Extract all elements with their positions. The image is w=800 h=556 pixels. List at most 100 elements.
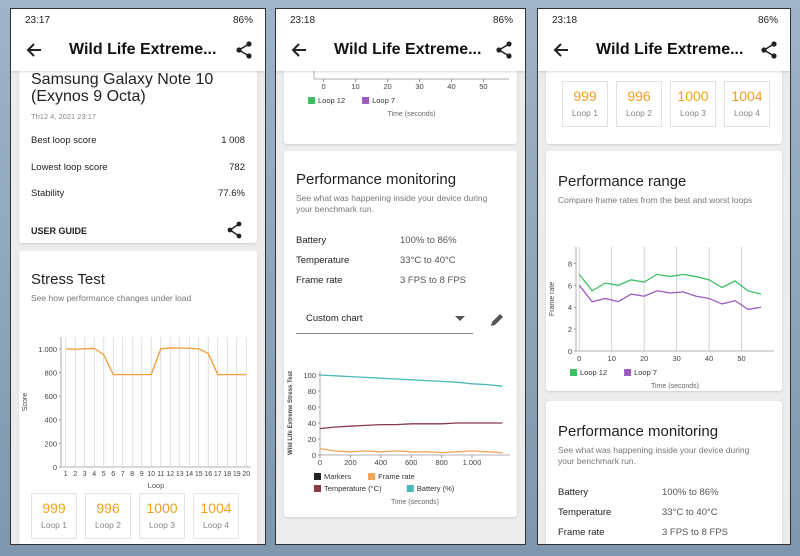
share-button[interactable] — [495, 41, 513, 59]
x-tick-label: 6 — [111, 471, 115, 478]
x-tick-label: 0 — [322, 82, 326, 91]
card-title: Performance monitoring — [558, 423, 719, 440]
status-time: 23:18 — [290, 15, 316, 26]
legend-label: Loop 12 — [580, 368, 607, 377]
monitoring-chart: 0 20 40 60 80 100 0 200 400 600 800 1.000 Wild Life … — [288, 371, 510, 506]
row-value: 3 FPS to 8 FPS — [662, 527, 728, 538]
stat-value: 77.6% — [218, 188, 245, 199]
stress-test-card: Stress Test See how performance changes … — [19, 251, 257, 544]
app-bar: Wild Life Extreme... — [276, 31, 525, 71]
status-bar: 23:17 86% — [11, 9, 265, 31]
y-tick-label: 60 — [308, 403, 316, 412]
row-label: Battery — [296, 235, 327, 246]
x-axis-label: Time (seconds) — [388, 111, 436, 118]
loop-label: Loop 3 — [680, 108, 706, 118]
legend-label: Battery (%) — [417, 484, 455, 493]
user-guide-link[interactable]: USER GUIDE — [31, 226, 88, 236]
status-battery: 86% — [232, 15, 253, 26]
loop-score: 999 — [573, 88, 597, 104]
x-tick-label: 7 — [121, 471, 125, 478]
x-tick-label: 40 — [447, 82, 455, 91]
x-tick-label: 800 — [435, 458, 448, 467]
legend-label: Frame rate — [378, 472, 415, 481]
x-tick-label: 15 — [195, 471, 203, 478]
loop-box: 996 Loop 2 — [616, 81, 662, 127]
x-axis-label: Time (seconds) — [391, 499, 439, 506]
x-tick-label: 50 — [737, 354, 745, 363]
data-line — [578, 273, 762, 295]
app-title: Wild Life Extreme... — [69, 41, 217, 58]
x-tick-label: 400 — [375, 458, 388, 467]
card-subtitle: Compare frame rates from the best and wo… — [558, 195, 753, 205]
status-time: 23:17 — [25, 15, 51, 26]
x-tick-label: 2 — [73, 471, 77, 478]
y-tick-label: 800 — [44, 368, 57, 377]
monitoring-card: Performance monitoring See what was happ… — [284, 151, 517, 517]
row-value: 100% to 86% — [400, 235, 457, 246]
phone-screen: 23:17 86% Wild Life Extreme... Samsung G… — [10, 8, 266, 545]
back-button[interactable] — [25, 41, 43, 59]
row-value: 100% to 86% — [662, 487, 719, 498]
x-tick-label: 4 — [92, 471, 96, 478]
back-button[interactable] — [552, 41, 570, 59]
stat-value: 782 — [229, 162, 245, 173]
edit-button[interactable] — [490, 313, 504, 327]
x-tick-label: 40 — [705, 354, 713, 363]
share-button[interactable] — [227, 221, 243, 239]
card-subtitle: See how performance changes under load — [31, 293, 192, 303]
share-button[interactable] — [235, 41, 253, 59]
app-title: Wild Life Extreme... — [596, 41, 744, 58]
row-label: Temperature — [558, 507, 612, 518]
legend-swatch — [368, 473, 376, 480]
stat-value: 1 008 — [221, 135, 245, 146]
y-tick-label: 400 — [44, 416, 57, 425]
legend-label: Loop 12 — [318, 96, 345, 105]
x-tick-label: 600 — [405, 458, 418, 467]
dropdown[interactable]: Custom chart — [296, 307, 473, 334]
card-subtitle: See what was happening inside your devic… — [558, 445, 750, 466]
share-button[interactable] — [760, 41, 778, 59]
app-title: Wild Life Extreme... — [334, 41, 482, 58]
card-title: Performance monitoring — [296, 171, 457, 188]
x-tick-label: 17 — [214, 471, 222, 478]
loop-score: 1000 — [146, 500, 178, 516]
data-line — [319, 422, 503, 430]
y-tick-label: 600 — [44, 392, 57, 401]
loop-box: 1000 Loop 3 — [670, 81, 716, 127]
x-axis-label: Time (seconds) — [651, 383, 699, 389]
x-tick-label: 8 — [130, 471, 134, 478]
x-tick-label: 9 — [140, 471, 144, 478]
status-time: 23:18 — [552, 15, 578, 26]
x-axis-label: Loop — [148, 481, 165, 490]
status-battery: 86% — [492, 15, 513, 26]
loop-label: Loop 4 — [734, 108, 760, 118]
data-line — [578, 284, 762, 311]
x-tick-label: 1 — [64, 471, 68, 478]
loop-box: 1004 Loop 4 — [193, 493, 239, 539]
y-axis-label: Wild Life Extreme Stress Test — [288, 371, 294, 455]
y-tick-label: 1.000 — [38, 345, 57, 354]
loop-label: Loop 2 — [626, 108, 652, 118]
x-tick-label: 10 — [147, 471, 155, 478]
loop-box: 999 Loop 1 — [562, 81, 608, 127]
back-button[interactable] — [290, 41, 308, 59]
x-tick-label: 3 — [83, 471, 87, 478]
y-tick-label: 4 — [568, 303, 572, 312]
y-tick-label: 0 — [568, 347, 572, 356]
monitoring-card: Performance monitoring See what was happ… — [546, 401, 782, 544]
range-card: Performance range Compare frame rates fr… — [546, 151, 782, 391]
x-tick-label: 19 — [233, 471, 241, 478]
row-label: Frame rate — [558, 527, 605, 538]
loop-score: 996 — [96, 500, 120, 516]
app-bar: Wild Life Extreme... — [11, 31, 265, 71]
y-tick-label: 200 — [44, 439, 57, 448]
row-label: Battery — [558, 487, 589, 498]
result-card: Samsung Galaxy Note 10 (Exynos 9 Octa) T… — [19, 49, 257, 243]
legend-swatch — [314, 473, 321, 480]
card-title: Performance range — [558, 173, 687, 190]
device-name: Samsung Galaxy Note 10 (Exynos 9 Octa) — [31, 71, 214, 105]
legend-swatch — [308, 97, 315, 104]
x-tick-label: 10 — [351, 82, 359, 91]
stat-label: Best loop score — [31, 135, 97, 146]
